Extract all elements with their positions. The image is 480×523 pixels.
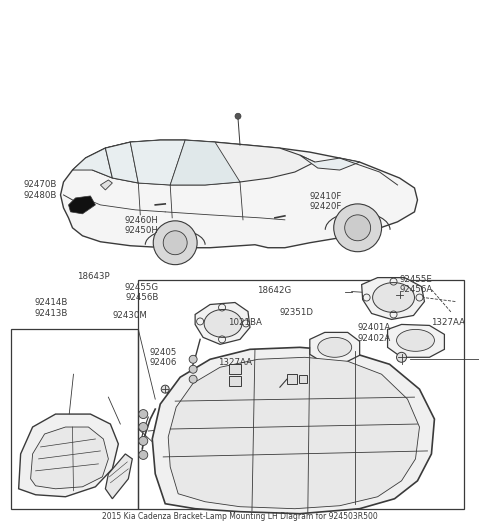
Polygon shape	[299, 375, 307, 383]
Text: 92430M: 92430M	[112, 311, 147, 321]
Polygon shape	[195, 302, 250, 344]
Polygon shape	[106, 454, 132, 499]
Circle shape	[395, 290, 405, 300]
Ellipse shape	[318, 337, 352, 357]
Polygon shape	[310, 333, 360, 362]
Text: 92410F
92420F: 92410F 92420F	[310, 191, 342, 211]
Polygon shape	[229, 365, 241, 374]
Polygon shape	[19, 414, 119, 497]
Polygon shape	[100, 180, 112, 190]
Circle shape	[139, 423, 148, 431]
Polygon shape	[387, 324, 444, 357]
Ellipse shape	[204, 310, 242, 337]
Text: 92414B
92413B: 92414B 92413B	[34, 298, 68, 318]
Text: 18642G: 18642G	[257, 286, 291, 295]
Polygon shape	[361, 278, 424, 320]
Circle shape	[189, 355, 197, 363]
Polygon shape	[152, 347, 434, 514]
Circle shape	[139, 450, 148, 459]
Text: 18643P: 18643P	[77, 272, 109, 281]
Polygon shape	[72, 148, 112, 178]
Polygon shape	[300, 155, 360, 170]
Circle shape	[153, 221, 197, 265]
Polygon shape	[85, 140, 315, 185]
Text: 92351D: 92351D	[279, 308, 313, 317]
Text: 92455E
92456A: 92455E 92456A	[399, 275, 433, 294]
Text: 2015 Kia Cadenza Bracket-Lamp Mounting LH Diagram for 924503R500: 2015 Kia Cadenza Bracket-Lamp Mounting L…	[102, 512, 378, 521]
Polygon shape	[229, 376, 241, 386]
Circle shape	[139, 437, 148, 446]
Circle shape	[334, 204, 382, 252]
Polygon shape	[168, 357, 420, 509]
Polygon shape	[170, 140, 240, 185]
Text: 1021BA: 1021BA	[228, 317, 262, 327]
Circle shape	[161, 385, 169, 393]
Text: 1327AA: 1327AA	[218, 358, 252, 367]
Text: 92460H
92450H: 92460H 92450H	[125, 216, 159, 235]
Polygon shape	[287, 374, 297, 384]
Text: 1327AA: 1327AA	[431, 318, 465, 327]
Text: 92455G
92456B: 92455G 92456B	[125, 283, 159, 302]
Polygon shape	[130, 140, 185, 185]
Ellipse shape	[372, 282, 415, 312]
Polygon shape	[31, 427, 108, 489]
Circle shape	[139, 410, 148, 418]
Circle shape	[235, 113, 241, 119]
Text: 92405
92406: 92405 92406	[150, 348, 177, 367]
Polygon shape	[69, 196, 96, 214]
Circle shape	[189, 375, 197, 383]
Polygon shape	[106, 142, 138, 183]
Circle shape	[345, 215, 371, 241]
Circle shape	[163, 231, 187, 255]
Text: 92470B
92480B: 92470B 92480B	[23, 180, 57, 199]
Circle shape	[189, 365, 197, 373]
Ellipse shape	[396, 329, 434, 351]
Polygon shape	[60, 140, 418, 248]
Text: 92401A
92402A: 92401A 92402A	[358, 323, 391, 343]
Circle shape	[396, 353, 407, 362]
